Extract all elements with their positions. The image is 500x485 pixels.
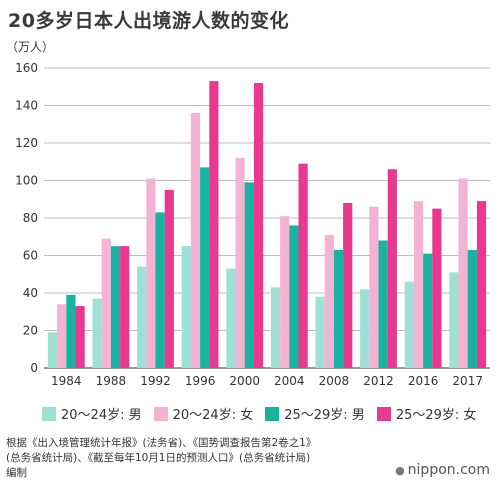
brand-text: nippon.com (407, 462, 490, 478)
y-tick-label: 100 (15, 174, 38, 188)
legend-swatch-series-3 (265, 406, 280, 421)
x-tick-label: 2004 (274, 374, 305, 388)
bar-1992-series-3 (155, 212, 165, 368)
legend-label-series-2: 20～24岁: 女 (172, 408, 254, 423)
source-note: 根据《出入境管理统计年报》(法务省)、《国势调查报告第2卷之1》 (总务省统计局… (6, 436, 316, 481)
y-tick-label: 140 (15, 99, 38, 113)
bar-2017-series-1 (449, 272, 459, 368)
bar-1988-series-2 (101, 238, 111, 368)
bar-1992-series-2 (146, 178, 156, 368)
bar-1984-series-3 (66, 294, 76, 368)
bar-2012-series-3 (378, 240, 388, 368)
y-tick-label: 160 (15, 61, 38, 75)
bar-1984-series-4 (75, 306, 85, 368)
y-tick-label: 0 (30, 361, 38, 375)
bar-2004-series-2 (280, 216, 290, 368)
bar-2012-series-1 (360, 289, 370, 368)
legend-label-series-3: 25～29岁: 男 (284, 408, 365, 423)
source-line-1: 根据《出入境管理统计年报》(法务省)、《国势调查报告第2卷之1》 (6, 437, 317, 449)
bar-2016-series-3 (423, 253, 433, 368)
bar-1992-series-4 (164, 189, 174, 368)
y-tick-label: 20 (23, 324, 38, 338)
legend-item-series-2: 20～24岁: 女 (153, 404, 254, 423)
bar-2000-series-3 (244, 182, 254, 368)
bar-2016-series-2 (413, 201, 424, 368)
bar-2008-series-2 (324, 234, 334, 368)
bar-2004-series-1 (270, 287, 281, 368)
y-tick-label: 40 (23, 286, 38, 300)
x-tick-label: 1996 (185, 374, 216, 388)
legend-swatch-series-2 (153, 406, 168, 421)
bar-2016-series-1 (404, 281, 414, 368)
bar-2008-series-1 (315, 296, 325, 368)
bar-2012-series-2 (369, 206, 379, 368)
bar-1988-series-1 (92, 298, 102, 368)
y-axis-unit-label: （万人） (6, 40, 55, 54)
legend-item-series-4: 25～29岁: 女 (376, 404, 477, 423)
bar-chart: 0 20 40 60 80 100 120 140 160 1984 1988 1992 1996 200… (15, 61, 490, 388)
bar-2017-series-2 (458, 178, 468, 368)
x-tick-label: 2012 (363, 374, 394, 388)
bar-1988-series-4 (120, 246, 130, 368)
x-tick-label: 2008 (319, 374, 350, 388)
bar-2004-series-4 (298, 163, 308, 368)
legend-label-series-1: 20～24岁: 男 (61, 408, 142, 423)
bar-2000-series-4 (253, 83, 264, 368)
bar-1992-series-1 (137, 266, 147, 368)
speech-bubble-icon: ● (395, 463, 405, 477)
bar-2017-series-4 (476, 201, 487, 368)
bar-2004-series-3 (289, 225, 299, 368)
x-tick-label: 2000 (229, 374, 260, 388)
y-tick-label: 60 (23, 249, 38, 263)
bar-2000-series-1 (226, 268, 236, 368)
source-line-2: (总务省统计局)、《截至每年10月1日的预测人口》(总务省统计局) (6, 452, 311, 464)
bar-1996-series-3 (200, 167, 210, 368)
bar-2016-series-4 (432, 208, 442, 368)
x-tick-label: 1984 (51, 374, 82, 388)
legend-swatch-series-4 (376, 406, 391, 421)
bar-2017-series-3 (467, 249, 477, 368)
x-tick-label: 1988 (96, 374, 127, 388)
legend-item-series-1: 20～24岁: 男 (42, 404, 142, 423)
source-line-3: 编制 (6, 467, 27, 479)
bar-1996-series-2 (190, 113, 201, 368)
bar-2008-series-4 (343, 203, 353, 368)
chart-title: 20多岁日本人出境游人数的变化 (8, 10, 289, 32)
legend-swatch-series-1 (42, 406, 56, 421)
legend-item-series-3: 25～29岁: 男 (265, 404, 365, 423)
bar-2000-series-2 (235, 158, 245, 368)
bar-1984-series-1 (47, 332, 58, 368)
y-tick-label: 120 (15, 136, 38, 150)
bar-1996-series-4 (209, 81, 219, 368)
x-tick-label: 2017 (452, 374, 483, 388)
bar-2012-series-4 (387, 169, 397, 368)
chart-legend: 20～24岁: 男 20～24岁: 女 25～29岁: 男 25～29岁: 女 (42, 404, 476, 423)
bar-1984-series-2 (57, 304, 67, 368)
bar-1996-series-1 (181, 246, 191, 368)
y-tick-label: 80 (23, 211, 38, 225)
legend-label-series-4: 25～29岁: 女 (395, 408, 477, 423)
x-tick-label: 2016 (408, 374, 439, 388)
x-tick-label: 1992 (140, 374, 171, 388)
bar-1988-series-3 (110, 246, 121, 368)
bar-2008-series-3 (333, 249, 344, 368)
brand-logo[interactable]: ● nippon.com (395, 462, 490, 478)
